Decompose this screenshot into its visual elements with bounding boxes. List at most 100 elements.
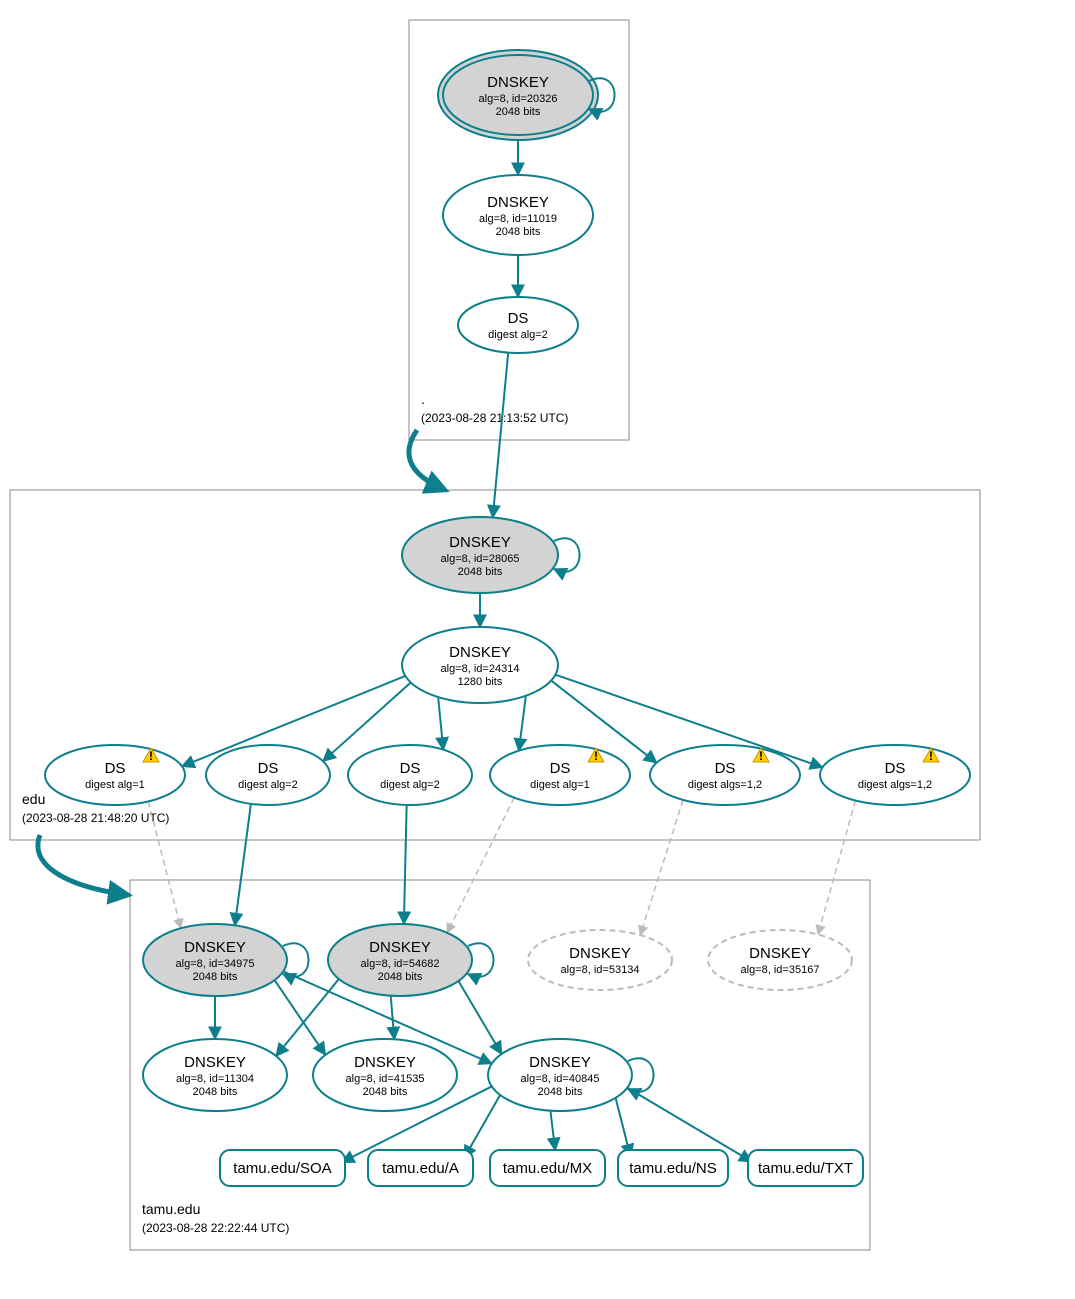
svg-text:DNSKEY: DNSKEY: [184, 939, 246, 956]
svg-text:DNSKEY: DNSKEY: [369, 939, 431, 956]
svg-text:DNSKEY: DNSKEY: [449, 534, 511, 551]
svg-text:alg=8, id=11304: alg=8, id=11304: [176, 1073, 254, 1085]
svg-text:2048 bits: 2048 bits: [496, 106, 541, 118]
svg-text:alg=8, id=24314: alg=8, id=24314: [441, 663, 520, 675]
svg-text:alg=8, id=28065: alg=8, id=28065: [441, 553, 520, 565]
dnssec-diagram: . (2023-08-28 21:13:52 UTC) edu (2023-08-28…: [0, 0, 1075, 1299]
node-ds2: DS digest alg=2: [206, 745, 330, 805]
svg-text:DNSKEY: DNSKEY: [487, 74, 549, 91]
node-edu_ksk: DNSKEY alg=8, id=280652048 bits: [402, 517, 580, 593]
edge: [404, 805, 407, 924]
svg-text:digest algs=1,2: digest algs=1,2: [688, 779, 762, 791]
edge: [458, 981, 501, 1054]
node-ds1: DS digest alg=1!: [45, 745, 185, 805]
edge: [438, 697, 443, 750]
node-rr_soa: tamu.edu/SOA: [220, 1150, 345, 1186]
svg-text:alg=8, id=35167: alg=8, id=35167: [741, 964, 820, 976]
svg-text:alg=8, id=11019: alg=8, id=11019: [479, 213, 557, 225]
svg-text:digest algs=1,2: digest algs=1,2: [858, 779, 932, 791]
node-rr_ns: tamu.edu/NS: [618, 1150, 728, 1186]
svg-text:!: !: [149, 749, 153, 763]
svg-text:tamu.edu/MX: tamu.edu/MX: [503, 1160, 592, 1177]
zone-timestamp: (2023-08-28 22:22:44 UTC): [142, 1221, 289, 1235]
svg-text:digest alg=1: digest alg=1: [85, 779, 145, 791]
zone-label: tamu.edu: [142, 1201, 200, 1217]
svg-text:DS: DS: [105, 760, 126, 777]
svg-text:DS: DS: [508, 310, 529, 327]
svg-text:2048 bits: 2048 bits: [378, 971, 423, 983]
nodes-layer: DNSKEYalg=8, id=203262048 bitsDNSKEYalg=…: [45, 50, 970, 1186]
edge: [275, 980, 326, 1055]
node-tamu_zsk1: DNSKEY alg=8, id=113042048 bits: [143, 1039, 287, 1111]
svg-text:tamu.edu/SOA: tamu.edu/SOA: [233, 1160, 331, 1177]
svg-text:!: !: [929, 749, 933, 763]
node-root_ds: DS digest alg=2: [458, 297, 578, 353]
zone-timestamp: (2023-08-28 21:48:20 UTC): [22, 811, 169, 825]
svg-text:2048 bits: 2048 bits: [363, 1086, 408, 1098]
edge: [493, 353, 509, 518]
svg-text:digest alg=1: digest alg=1: [530, 779, 590, 791]
node-ds3: DS digest alg=2: [348, 745, 472, 805]
svg-text:DS: DS: [550, 760, 571, 777]
node-root_zsk: DNSKEY alg=8, id=110192048 bits: [443, 175, 593, 255]
svg-text:alg=8, id=53134: alg=8, id=53134: [561, 964, 640, 976]
zone-delegation-arrow: [409, 430, 445, 490]
edge: [464, 1095, 500, 1158]
svg-text:DS: DS: [885, 760, 906, 777]
edge: [519, 696, 526, 751]
node-rr_txt: tamu.edu/TXT: [748, 1150, 863, 1186]
node-tamu_ksk1: DNSKEY alg=8, id=349752048 bits: [143, 924, 309, 996]
node-tamu_ksk2: DNSKEY alg=8, id=546822048 bits: [328, 924, 494, 996]
node-root_ksk: DNSKEYalg=8, id=203262048 bits: [438, 50, 615, 140]
svg-text:2048 bits: 2048 bits: [538, 1086, 583, 1098]
svg-text:DS: DS: [715, 760, 736, 777]
node-ds5: DS digest algs=1,2!: [650, 745, 800, 805]
svg-text:tamu.edu/A: tamu.edu/A: [382, 1160, 459, 1177]
edge: [550, 1111, 555, 1150]
svg-text:DNSKEY: DNSKEY: [354, 1054, 416, 1071]
edge: [640, 800, 683, 935]
edge: [235, 804, 251, 926]
node-rr_a: tamu.edu/A: [368, 1150, 473, 1186]
svg-text:DNSKEY: DNSKEY: [449, 644, 511, 661]
edge: [447, 798, 514, 933]
node-ds6: DS digest algs=1,2!: [820, 745, 970, 805]
svg-text:digest alg=2: digest alg=2: [238, 779, 298, 791]
svg-text:2048 bits: 2048 bits: [193, 971, 238, 983]
zone-timestamp: (2023-08-28 21:13:52 UTC): [421, 411, 568, 425]
edge: [391, 996, 395, 1040]
svg-text:tamu.edu/TXT: tamu.edu/TXT: [758, 1160, 853, 1177]
svg-text:2048 bits: 2048 bits: [458, 566, 503, 578]
svg-text:DS: DS: [258, 760, 279, 777]
svg-text:DS: DS: [400, 760, 421, 777]
node-rr_mx: tamu.edu/MX: [490, 1150, 605, 1186]
svg-text:2048 bits: 2048 bits: [193, 1086, 238, 1098]
svg-text:DNSKEY: DNSKEY: [569, 945, 631, 962]
svg-text:!: !: [759, 749, 763, 763]
svg-text:tamu.edu/NS: tamu.edu/NS: [629, 1160, 717, 1177]
node-tamu_gray1: DNSKEY alg=8, id=53134: [528, 930, 672, 990]
edge: [818, 800, 855, 934]
svg-text:2048 bits: 2048 bits: [496, 226, 541, 238]
svg-text:DNSKEY: DNSKEY: [487, 194, 549, 211]
zone-label: edu: [22, 791, 45, 807]
svg-text:1280 bits: 1280 bits: [458, 676, 503, 688]
zone-label: .: [421, 391, 425, 407]
node-tamu_gray2: DNSKEY alg=8, id=35167: [708, 930, 852, 990]
svg-text:alg=8, id=41535: alg=8, id=41535: [346, 1073, 425, 1085]
svg-text:DNSKEY: DNSKEY: [529, 1054, 591, 1071]
node-ds4: DS digest alg=1!: [490, 745, 630, 805]
zone-delegation-arrow: [38, 835, 128, 895]
node-tamu_zsk3: DNSKEY alg=8, id=408452048 bits: [488, 1039, 654, 1111]
edge: [276, 979, 339, 1056]
svg-text:alg=8, id=54682: alg=8, id=54682: [361, 958, 440, 970]
svg-text:DNSKEY: DNSKEY: [749, 945, 811, 962]
svg-text:DNSKEY: DNSKEY: [184, 1054, 246, 1071]
svg-text:!: !: [594, 749, 598, 763]
svg-text:digest alg=2: digest alg=2: [488, 329, 548, 341]
node-tamu_zsk2: DNSKEY alg=8, id=415352048 bits: [313, 1039, 457, 1111]
svg-text:alg=8, id=34975: alg=8, id=34975: [176, 958, 255, 970]
svg-text:digest alg=2: digest alg=2: [380, 779, 440, 791]
edge: [616, 1098, 631, 1157]
svg-text:alg=8, id=40845: alg=8, id=40845: [521, 1073, 600, 1085]
